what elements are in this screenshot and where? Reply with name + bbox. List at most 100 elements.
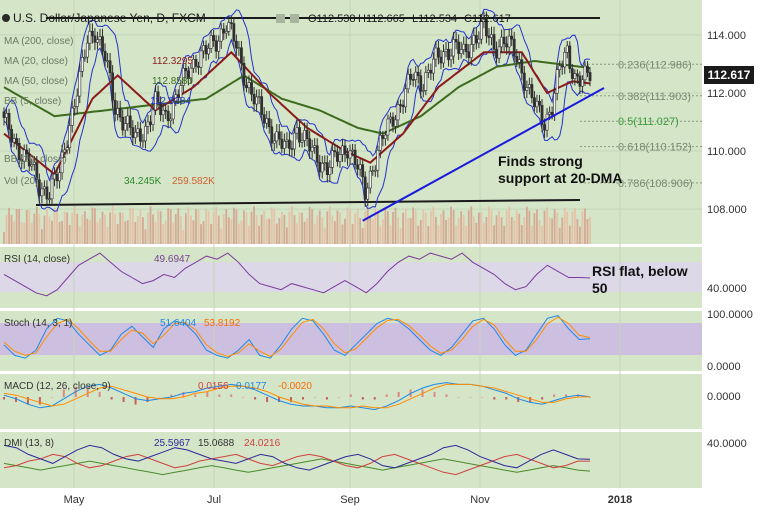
macd-hist-bar (158, 397, 161, 398)
volume-bar (581, 211, 584, 244)
candle-body (341, 145, 344, 155)
macd-hist-bar (3, 397, 5, 400)
macd-hist-bar (290, 397, 293, 403)
macd-hist-bar (301, 397, 304, 400)
candle-body (588, 72, 592, 81)
legend-bb5-value: 112.5284 (150, 96, 191, 107)
ohlc-low: L112.534 (412, 13, 457, 25)
volume-bar (119, 212, 122, 244)
volume-bar (536, 209, 538, 244)
volume-bar (293, 215, 296, 244)
candle-body (68, 125, 72, 148)
volume-bar (162, 224, 165, 244)
candle-body (121, 116, 125, 131)
volume-bar (179, 216, 182, 244)
macd-legend: MACD (12, 26, close, 9) (4, 381, 111, 392)
macd-signal-line (3, 383, 591, 409)
candle-body (363, 176, 367, 200)
volume-bar (217, 215, 220, 244)
volume-bar (568, 225, 571, 244)
macd-hist-bar (254, 397, 257, 400)
volume-bar (66, 212, 69, 244)
volume-bar (3, 232, 5, 244)
candle-body (442, 51, 445, 64)
volume-bar (222, 214, 225, 244)
collapse-icon[interactable] (2, 14, 10, 22)
fib-labels: 0.236(112.986) 0.382(111.903) 0.5(111.027)… (618, 59, 693, 190)
time-tick-nov: Nov (470, 494, 490, 506)
volume-bar (384, 208, 387, 244)
candle-body (429, 69, 433, 74)
fib-label-2: 0.5(111.027) (618, 116, 679, 128)
volume-bar (232, 207, 235, 244)
volume-bar (96, 221, 99, 244)
candle-body (138, 128, 142, 142)
candle-body (48, 198, 51, 201)
candle-body (262, 114, 266, 124)
candle-body (174, 94, 178, 102)
candle-body (421, 90, 425, 92)
volume-bar (40, 229, 43, 244)
candle-body (58, 172, 61, 182)
volume-bar (73, 206, 76, 244)
candle-body (394, 119, 397, 127)
candle-body (12, 138, 16, 143)
candle-body (156, 91, 160, 103)
candle-body (477, 38, 481, 44)
candle-body (323, 162, 327, 164)
macd-value-2: 0.0177 (236, 381, 267, 392)
volume-bar (301, 212, 303, 244)
ma50-line (3, 59, 591, 135)
candle-body (351, 149, 354, 152)
chart-header: U.S. Dollar/Japanese Yen, D, FXCM O112.5… (2, 11, 511, 25)
candle-body (545, 113, 549, 131)
volume-bar (520, 224, 523, 244)
volume-bar (313, 223, 316, 244)
candle-body (378, 135, 382, 151)
volume-bar (553, 208, 556, 244)
fib-label-3: 0.618(110.152) (618, 142, 692, 154)
volume-bar (159, 211, 162, 244)
volume-bar (56, 208, 58, 244)
candle-body (75, 95, 79, 107)
fib-label-1: 0.382(111.903) (618, 91, 691, 103)
volume-bar (500, 217, 503, 244)
volume-bar (174, 214, 177, 244)
volume-bar (359, 217, 362, 244)
volume-bar (440, 213, 442, 244)
candle-body (128, 115, 132, 128)
volume-bar (134, 222, 137, 244)
volume-bar (28, 210, 31, 244)
chart-title: U.S. Dollar/Japanese Yen, D, FXCM (13, 11, 206, 25)
candle-body (85, 42, 89, 58)
volume-bar (480, 212, 483, 244)
candle-body (53, 173, 56, 180)
candle-body (530, 84, 534, 99)
candle-body (396, 104, 400, 121)
volume-bar (220, 228, 223, 244)
macd-value-3: -0.0020 (278, 381, 312, 392)
volume-bar (407, 218, 410, 244)
volume-bar (376, 211, 379, 244)
candle-body (555, 69, 559, 94)
candle-body (409, 73, 413, 80)
close-icon[interactable] (290, 14, 299, 23)
candle-body (318, 161, 322, 173)
candle-body (224, 31, 228, 34)
volume-bar (531, 225, 533, 244)
rsi-legend: RSI (14, close) (4, 254, 70, 265)
volume-bar (278, 218, 281, 244)
candle-body (43, 186, 46, 190)
volume-bar (505, 210, 508, 244)
settings-icon[interactable] (276, 14, 285, 23)
volume-bar (490, 210, 493, 244)
volume-bar (25, 210, 28, 244)
candle-body (295, 127, 299, 134)
candle-body (50, 178, 54, 200)
candle-body (449, 55, 453, 61)
dmi-legend: DMI (13, 8) (4, 438, 54, 449)
candle-body (133, 131, 137, 138)
candle-body (106, 60, 109, 63)
volume-bar (558, 227, 561, 244)
volume-bar (235, 209, 238, 244)
